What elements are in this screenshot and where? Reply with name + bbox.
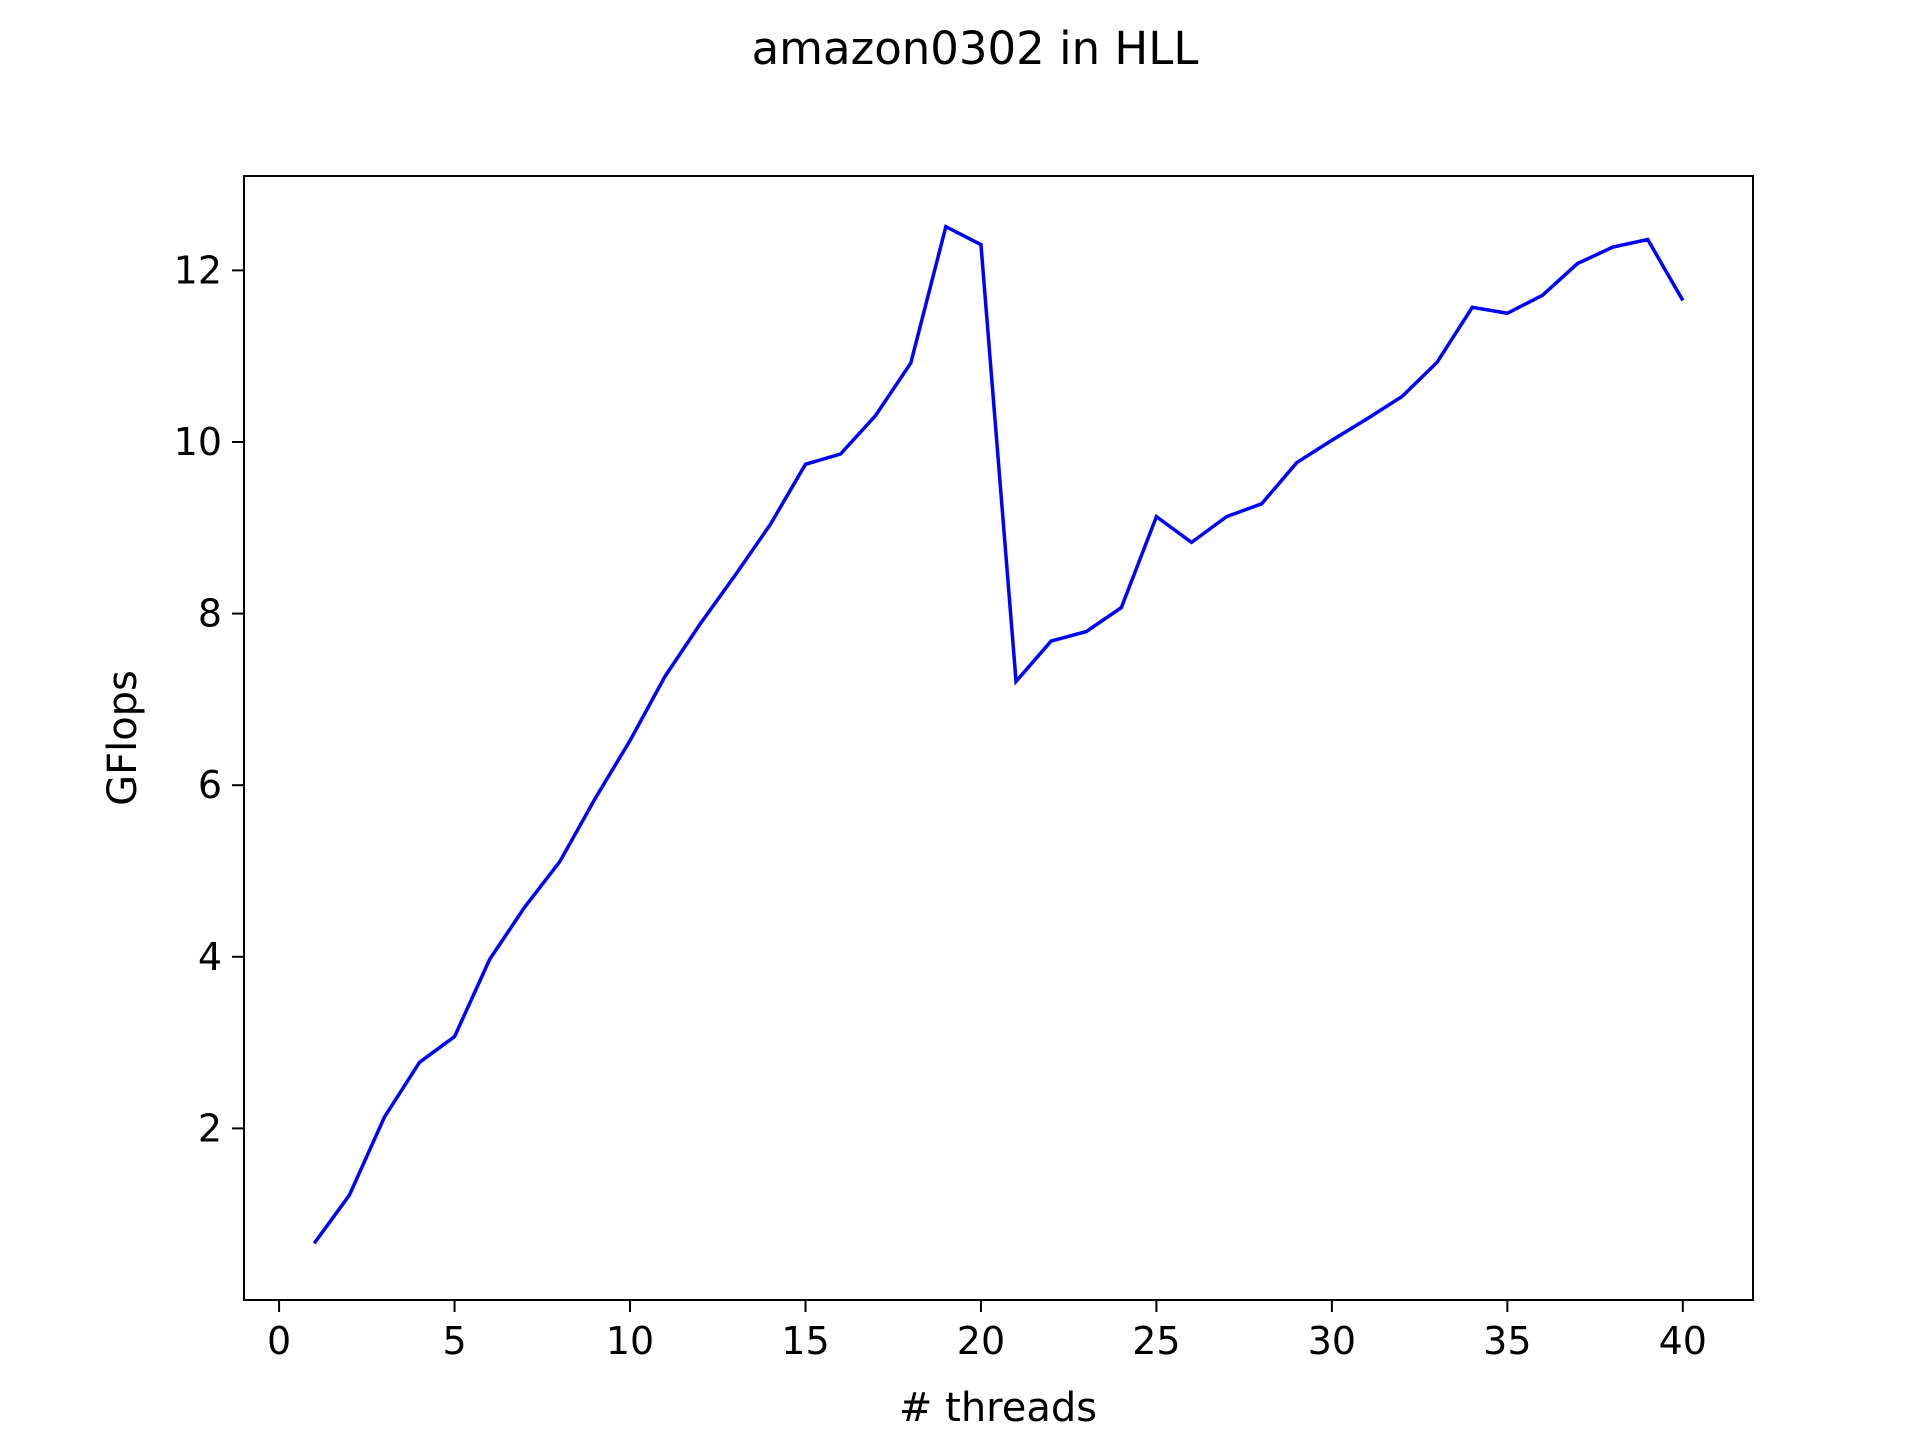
plot-frame [243, 175, 1754, 1301]
y-tick-label: 10 [174, 420, 222, 464]
x-tick-label: 25 [1132, 1319, 1180, 1363]
chart-title: amazon0302 in HLL [752, 22, 1199, 75]
y-tick-label: 8 [198, 592, 222, 636]
y-tick-label: 12 [174, 248, 222, 292]
series-layer [312, 224, 1685, 1245]
x-tick-label: 35 [1483, 1319, 1531, 1363]
axis-ticks: 0 5 10 15 20 25 30 35 40 2 4 6 8 10 12 [174, 248, 1707, 1363]
y-tick-label: 2 [198, 1106, 222, 1150]
y-tick-label: 6 [198, 763, 222, 807]
x-tick-label: 30 [1308, 1319, 1356, 1363]
x-tick-label: 15 [781, 1319, 829, 1363]
x-tick-label: 20 [957, 1319, 1005, 1363]
y-axis-label: GFlops [100, 670, 146, 806]
x-tick-label: 5 [442, 1319, 466, 1363]
x-axis-label: # threads [899, 1385, 1097, 1431]
x-tick-label: 10 [606, 1319, 654, 1363]
series-line [312, 224, 1685, 1245]
x-tick-label: 40 [1659, 1319, 1707, 1363]
y-tick-label: 4 [198, 935, 222, 979]
x-tick-label: 0 [267, 1319, 291, 1363]
